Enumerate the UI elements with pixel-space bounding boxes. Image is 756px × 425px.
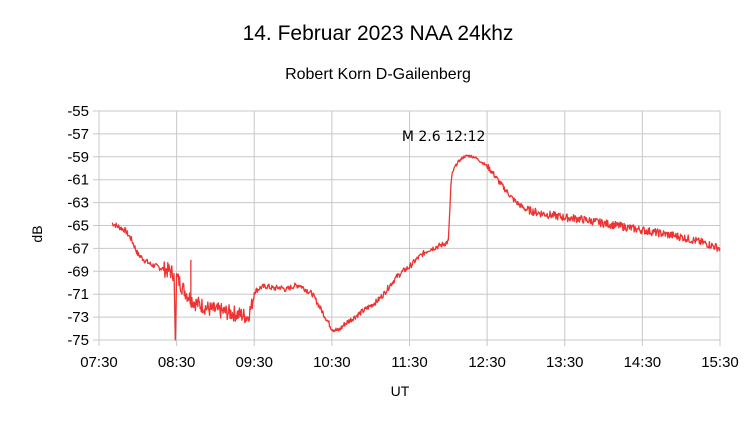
x-tick-label: 08:30 bbox=[158, 354, 196, 371]
chart-title: 14. Februar 2023 NAA 24khz bbox=[242, 22, 514, 45]
y-tick-label: -75 bbox=[67, 332, 89, 349]
y-axis-ticks: -55 -57 -59 -61 -63 -65 -67 -69 -71 -73 -75 bbox=[67, 103, 89, 349]
y-tick-label: -55 bbox=[67, 103, 89, 120]
chart-subtitle: Robert Korn D-Gailenberg bbox=[285, 66, 471, 83]
x-tick-label: 10:30 bbox=[313, 354, 351, 371]
y-tick-label: -69 bbox=[67, 263, 89, 280]
y-tick-label: -67 bbox=[67, 240, 89, 257]
x-tick-label: 15:30 bbox=[701, 354, 739, 371]
y-tick-label: -57 bbox=[67, 126, 89, 143]
y-tick-label: -59 bbox=[67, 149, 89, 166]
x-tick-label: 14:30 bbox=[624, 354, 662, 371]
x-tick-label: 07:30 bbox=[80, 354, 118, 371]
x-tick-label: 11:30 bbox=[391, 354, 427, 371]
grid-lines bbox=[93, 110, 721, 346]
x-tick-label: 13:30 bbox=[546, 354, 584, 371]
y-tick-label: -71 bbox=[67, 286, 89, 303]
flare-annotation: M 2.6 12:12 bbox=[402, 129, 486, 145]
x-axis-ticks: 07:30 08:30 09:30 10:30 11:30 12:30 13:30 14:30… bbox=[80, 354, 739, 371]
y-tick-label: -61 bbox=[67, 172, 89, 189]
y-tick-label: -73 bbox=[67, 309, 89, 326]
data-series bbox=[111, 154, 721, 341]
x-axis-label: UT bbox=[390, 383, 410, 399]
y-tick-label: -63 bbox=[67, 195, 89, 212]
y-tick-label: -65 bbox=[67, 218, 89, 235]
x-tick-label: 09:30 bbox=[235, 354, 273, 371]
x-tick-label: 12:30 bbox=[468, 354, 506, 371]
annotations: M 2.6 12:12 bbox=[402, 129, 486, 145]
series-line bbox=[111, 154, 721, 341]
